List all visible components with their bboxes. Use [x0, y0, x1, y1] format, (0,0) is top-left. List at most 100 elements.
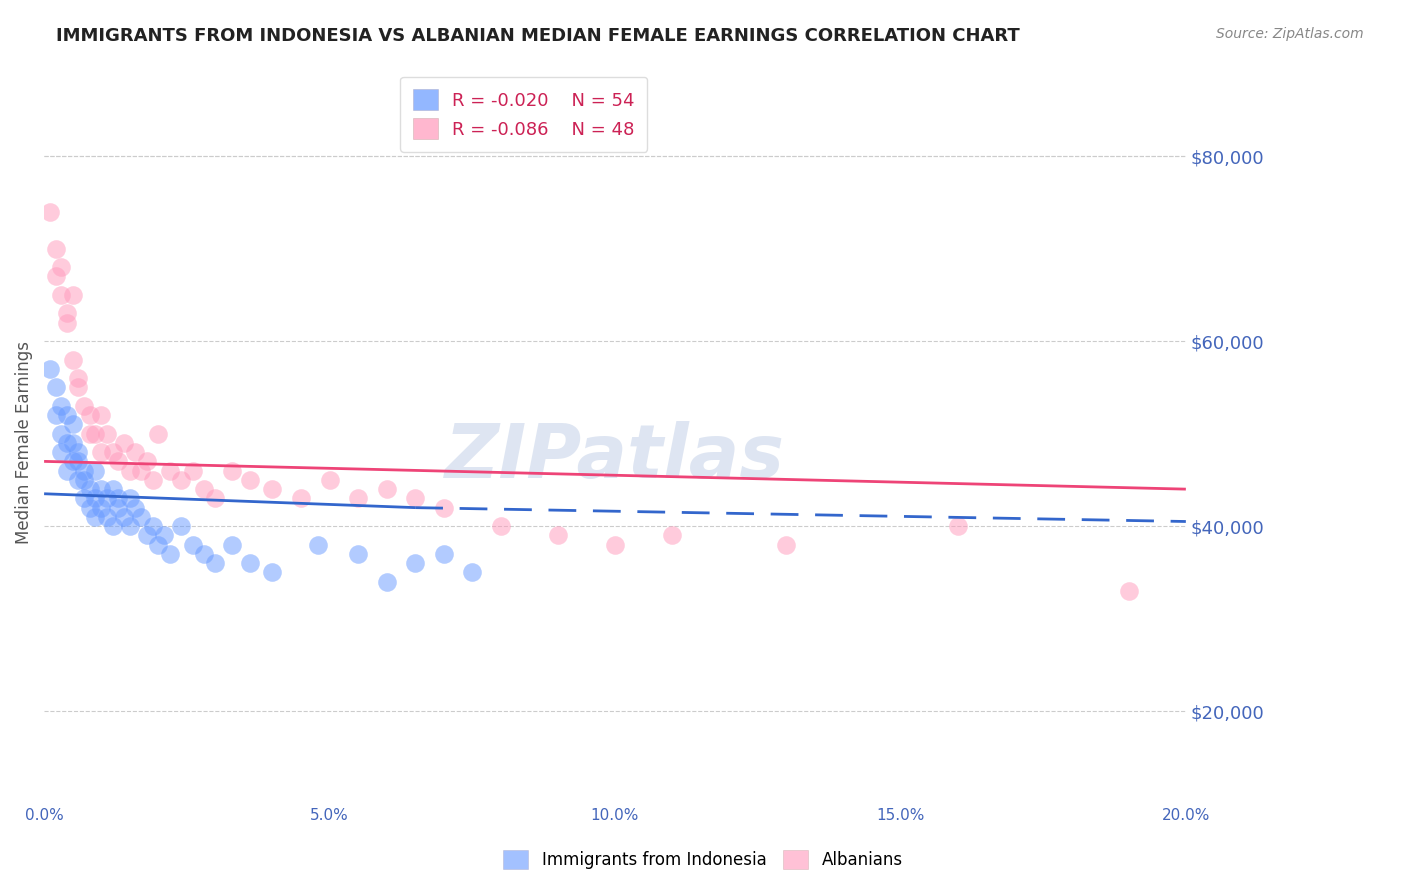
Point: [73, 491, 96, 506]
Point: [101, 482, 124, 496]
Text: IMMIGRANTS FROM INDONESIA VS ALBANIAN MEDIAN FEMALE EARNINGS CORRELATION CHART: IMMIGRANTS FROM INDONESIA VS ALBANIAN ME…: [56, 27, 1019, 45]
Point: [124, 500, 146, 515]
Point: [181, 464, 204, 478]
Point: [96, 426, 118, 441]
Point: [124, 445, 146, 459]
Point: [96, 491, 118, 506]
Point: [129, 509, 152, 524]
Point: [375, 482, 398, 496]
Point: [221, 538, 243, 552]
Point: [101, 445, 124, 459]
Point: [135, 454, 157, 468]
Point: [79, 500, 101, 515]
Point: [51, 445, 73, 459]
Point: [153, 528, 176, 542]
Point: [661, 528, 683, 542]
Point: [73, 399, 96, 413]
Point: [96, 509, 118, 524]
Y-axis label: Median Female Earnings: Median Female Earnings: [15, 342, 32, 544]
Point: [67, 473, 90, 487]
Point: [112, 509, 135, 524]
Point: [148, 538, 170, 552]
Point: [290, 491, 312, 506]
Point: [347, 491, 370, 506]
Point: [62, 417, 84, 432]
Point: [90, 408, 112, 422]
Point: [221, 464, 243, 478]
Point: [62, 454, 84, 468]
Point: [112, 436, 135, 450]
Point: [107, 454, 129, 468]
Point: [79, 482, 101, 496]
Point: [262, 482, 284, 496]
Point: [73, 464, 96, 478]
Point: [38, 204, 60, 219]
Point: [946, 519, 969, 533]
Point: [51, 260, 73, 274]
Point: [307, 538, 329, 552]
Point: [433, 547, 456, 561]
Point: [44, 380, 66, 394]
Point: [38, 362, 60, 376]
Point: [101, 519, 124, 533]
Point: [44, 242, 66, 256]
Point: [44, 269, 66, 284]
Point: [90, 500, 112, 515]
Point: [56, 316, 79, 330]
Text: ZIPatlas: ZIPatlas: [444, 421, 785, 494]
Point: [239, 556, 262, 570]
Point: [107, 491, 129, 506]
Point: [79, 408, 101, 422]
Point: [775, 538, 797, 552]
Point: [107, 500, 129, 515]
Point: [547, 528, 569, 542]
Point: [204, 556, 226, 570]
Point: [90, 482, 112, 496]
Text: Source: ZipAtlas.com: Source: ZipAtlas.com: [1216, 27, 1364, 41]
Point: [1118, 583, 1140, 598]
Point: [404, 556, 426, 570]
Point: [489, 519, 512, 533]
Point: [461, 566, 484, 580]
Point: [204, 491, 226, 506]
Point: [129, 464, 152, 478]
Point: [347, 547, 370, 561]
Point: [84, 464, 107, 478]
Point: [148, 426, 170, 441]
Point: [67, 445, 90, 459]
Point: [159, 464, 181, 478]
Point: [67, 380, 90, 394]
Point: [375, 574, 398, 589]
Point: [433, 500, 456, 515]
Point: [84, 491, 107, 506]
Point: [159, 547, 181, 561]
Point: [193, 482, 215, 496]
Point: [56, 306, 79, 320]
Point: [404, 491, 426, 506]
Point: [84, 426, 107, 441]
Point: [118, 519, 141, 533]
Point: [51, 399, 73, 413]
Point: [170, 519, 193, 533]
Point: [56, 408, 79, 422]
Legend: R = -0.020    N = 54, R = -0.086    N = 48: R = -0.020 N = 54, R = -0.086 N = 48: [399, 77, 647, 152]
Point: [262, 566, 284, 580]
Point: [62, 436, 84, 450]
Point: [56, 436, 79, 450]
Point: [239, 473, 262, 487]
Point: [142, 519, 165, 533]
Point: [181, 538, 204, 552]
Legend: Immigrants from Indonesia, Albanians: Immigrants from Indonesia, Albanians: [494, 840, 912, 880]
Point: [67, 454, 90, 468]
Point: [193, 547, 215, 561]
Point: [51, 288, 73, 302]
Point: [79, 426, 101, 441]
Point: [56, 464, 79, 478]
Point: [170, 473, 193, 487]
Point: [62, 288, 84, 302]
Point: [603, 538, 626, 552]
Point: [84, 509, 107, 524]
Point: [118, 491, 141, 506]
Point: [67, 371, 90, 385]
Point: [62, 352, 84, 367]
